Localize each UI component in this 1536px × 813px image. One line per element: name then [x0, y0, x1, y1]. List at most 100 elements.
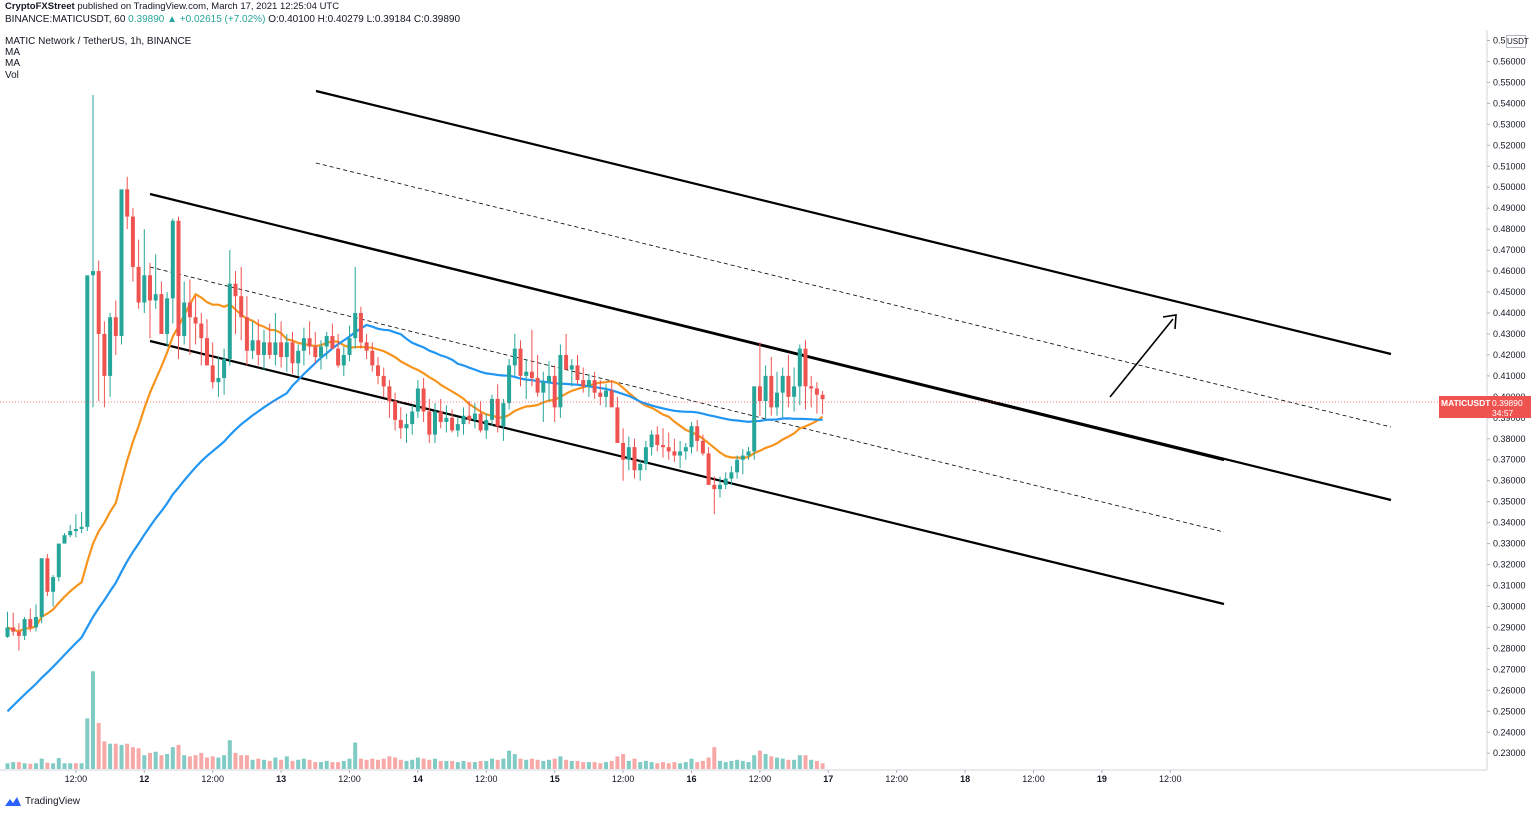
candle: [786, 354, 791, 408]
tradingview-footer[interactable]: TradingView: [4, 793, 80, 809]
candle: [621, 428, 626, 481]
candle-body: [353, 313, 358, 339]
candle-body: [284, 342, 289, 358]
volume-bar: [347, 758, 352, 769]
candle-body: [558, 354, 563, 408]
candle-body: [421, 388, 426, 412]
volume-bar: [672, 762, 677, 769]
candle-body: [803, 348, 808, 387]
candle: [387, 380, 392, 418]
price-tick-label: 0.37000: [1493, 455, 1526, 465]
candle-body: [210, 365, 215, 383]
volume-bar: [661, 762, 665, 769]
candle: [290, 331, 295, 374]
candle-body: [34, 616, 38, 628]
candle: [222, 348, 227, 395]
candle-body: [632, 447, 637, 471]
volume-bar: [467, 762, 472, 769]
volume-bar: [729, 760, 734, 769]
volume-bar: [68, 763, 73, 769]
price-tag-value: 0.39890: [1492, 398, 1523, 408]
candle: [313, 331, 318, 364]
price-tick-label: 0.24000: [1493, 727, 1526, 737]
candle-body: [700, 440, 705, 454]
time-tick-label: 19: [1097, 774, 1107, 784]
candle: [769, 357, 774, 416]
candle-body: [205, 338, 209, 366]
candle-body: [182, 302, 187, 337]
candle: [296, 344, 301, 376]
candle: [170, 218, 175, 324]
volume-bar: [820, 763, 825, 769]
candle: [239, 266, 244, 341]
volume-bar: [176, 744, 181, 769]
candle: [159, 281, 164, 334]
candle-body: [358, 313, 363, 343]
volume-bar: [803, 755, 808, 769]
price-tick-label: 0.34000: [1493, 518, 1526, 528]
candle-body: [484, 419, 489, 431]
candle-body: [244, 317, 249, 351]
volume-bar: [700, 760, 705, 769]
volume-bar: [187, 756, 192, 769]
candle: [535, 354, 540, 397]
candle-body: [490, 398, 494, 420]
volume-bar: [393, 757, 398, 769]
candle: [433, 403, 437, 443]
volume-bar: [358, 758, 363, 769]
volume-bar: [404, 760, 409, 769]
volume-bar: [444, 760, 449, 769]
volume-bar: [632, 758, 637, 769]
time-tick-label: 12:00: [749, 774, 772, 784]
volume-bar: [433, 758, 437, 769]
volume-bar: [193, 755, 198, 769]
arrow-head: [1162, 314, 1177, 330]
candle-body: [780, 375, 785, 393]
candle: [547, 361, 551, 402]
candle: [427, 398, 432, 443]
inner-channel-lower: [149, 339, 1225, 606]
candle-body: [330, 336, 335, 349]
candle-body: [797, 348, 802, 387]
candle: [136, 239, 141, 309]
volume-bar: [763, 754, 768, 769]
indicator-ma-1[interactable]: MA: [5, 47, 20, 58]
price-tick-label: 0.49000: [1493, 203, 1526, 213]
volume-bar: [256, 758, 261, 769]
candle: [729, 466, 734, 485]
volume-bar: [11, 762, 16, 769]
symbol-line: BINANCE:MATICUSDT, 60: [5, 14, 126, 25]
candle: [763, 365, 768, 420]
currency-unit[interactable]: USDT: [1506, 35, 1529, 48]
price-tick-label: 0.28000: [1493, 643, 1526, 653]
time-axis[interactable]: 12:00 12 12:00 13 12:00 14 12:00 15 12:00 16 12:00…: [65, 770, 1182, 784]
candle: [102, 321, 107, 408]
price-tick-label: 0.38000: [1493, 434, 1526, 444]
volume-bar: [415, 757, 420, 769]
volume-bar: [723, 762, 728, 769]
volume-bar: [22, 763, 27, 769]
volume-bar: [119, 744, 124, 769]
publisher-name[interactable]: CryptoFXStreet: [5, 1, 75, 12]
volume-bar: [250, 759, 255, 769]
volume-bar: [353, 742, 358, 769]
indicator-ma-2[interactable]: MA: [5, 58, 20, 69]
candle-body: [695, 426, 700, 441]
candle-body: [712, 484, 717, 490]
volume-bar: [279, 759, 284, 769]
candle-body: [757, 386, 762, 402]
candle: [501, 398, 506, 441]
candle: [187, 279, 192, 355]
candle: [347, 325, 352, 362]
volume-bar: [775, 757, 779, 769]
volume-bar: [199, 752, 204, 769]
indicator-volume[interactable]: Vol: [5, 70, 19, 81]
volume-bar: [296, 759, 301, 769]
volume-bar: [746, 762, 751, 769]
candle: [358, 306, 363, 349]
volume-bar: [792, 759, 797, 769]
candle: [626, 436, 631, 471]
volume-bar: [512, 754, 517, 769]
candle: [130, 208, 135, 282]
